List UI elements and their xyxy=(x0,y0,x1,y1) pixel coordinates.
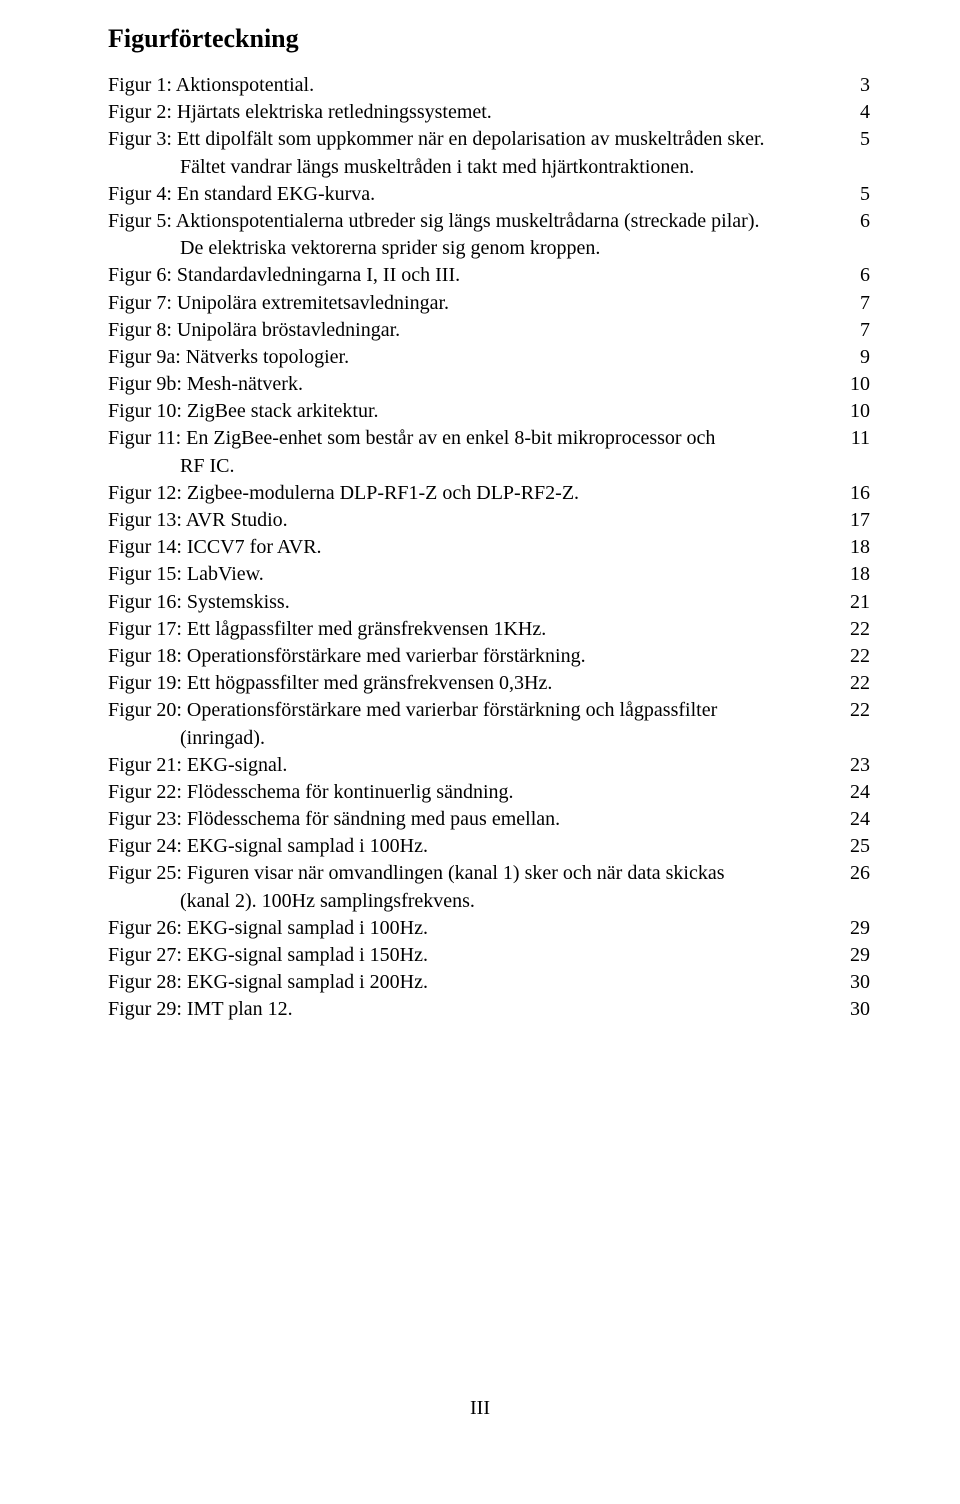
figure-entry: Figur 2: Hjärtats elektriska retlednings… xyxy=(108,99,870,126)
figure-label: Figur 25: Figuren visar när omvandlingen… xyxy=(108,860,840,914)
figure-entry: Figur 29: IMT plan 12.30 xyxy=(108,996,870,1023)
figure-label: Figur 23: Flödesschema för sändning med … xyxy=(108,806,840,833)
figure-page: 17 xyxy=(840,507,870,534)
figure-page: 29 xyxy=(840,942,870,969)
figure-entry: Figur 20: Operationsförstärkare med vari… xyxy=(108,697,870,751)
figure-label: Figur 24: EKG-signal samplad i 100Hz. xyxy=(108,833,840,860)
figure-label: Figur 9a: Nätverks topologier. xyxy=(108,344,840,371)
figure-entry: Figur 7: Unipolära extremitetsavledninga… xyxy=(108,290,870,317)
figure-label: Figur 14: ICCV7 for AVR. xyxy=(108,534,840,561)
figure-label: Figur 7: Unipolära extremitetsavledninga… xyxy=(108,290,840,317)
figure-label: Figur 16: Systemskiss. xyxy=(108,589,840,616)
figure-page: 24 xyxy=(840,806,870,833)
figure-page: 6 xyxy=(840,208,870,235)
figure-label: Figur 9b: Mesh-nätverk. xyxy=(108,371,840,398)
figure-list: Figur 1: Aktionspotential.3Figur 2: Hjär… xyxy=(108,72,870,1024)
figure-label: Figur 27: EKG-signal samplad i 150Hz. xyxy=(108,942,840,969)
figure-page: 10 xyxy=(840,371,870,398)
figure-label: Figur 19: Ett högpassfilter med gränsfre… xyxy=(108,670,840,697)
figure-entry: Figur 10: ZigBee stack arkitektur.10 xyxy=(108,398,870,425)
figure-label: Figur 4: En standard EKG-kurva. xyxy=(108,181,840,208)
figure-page: 30 xyxy=(840,996,870,1023)
figure-page: 10 xyxy=(840,398,870,425)
figure-page: 18 xyxy=(840,534,870,561)
figure-entry: Figur 25: Figuren visar när omvandlingen… xyxy=(108,860,870,914)
figure-page: 22 xyxy=(840,643,870,670)
figure-entry: Figur 26: EKG-signal samplad i 100Hz.29 xyxy=(108,915,870,942)
figure-page: 29 xyxy=(840,915,870,942)
figure-label: Figur 10: ZigBee stack arkitektur. xyxy=(108,398,840,425)
figure-page: 21 xyxy=(840,589,870,616)
figure-label: Figur 5: Aktionspotentialerna utbreder s… xyxy=(108,208,840,262)
figure-page: 5 xyxy=(840,181,870,208)
figure-label: Figur 18: Operationsförstärkare med vari… xyxy=(108,643,840,670)
figure-label: Figur 12: Zigbee-modulerna DLP-RF1-Z och… xyxy=(108,480,840,507)
figure-label: Figur 28: EKG-signal samplad i 200Hz. xyxy=(108,969,840,996)
figure-entry: Figur 5: Aktionspotentialerna utbreder s… xyxy=(108,208,870,262)
figure-entry: Figur 9b: Mesh-nätverk.10 xyxy=(108,371,870,398)
figure-label: Figur 11: En ZigBee-enhet som består av … xyxy=(108,425,840,479)
figure-label: Figur 2: Hjärtats elektriska retlednings… xyxy=(108,99,840,126)
figure-label: Figur 17: Ett lågpassfilter med gränsfre… xyxy=(108,616,840,643)
figure-label-continuation: De elektriska vektorerna sprider sig gen… xyxy=(108,235,820,262)
figure-label: Figur 26: EKG-signal samplad i 100Hz. xyxy=(108,915,840,942)
figure-label-continuation: Fältet vandrar längs muskeltråden i takt… xyxy=(108,154,820,181)
figure-entry: Figur 22: Flödesschema för kontinuerlig … xyxy=(108,779,870,806)
figure-label-continuation: (kanal 2). 100Hz samplingsfrekvens. xyxy=(108,888,820,915)
figure-page: 25 xyxy=(840,833,870,860)
figure-page: 16 xyxy=(840,480,870,507)
figure-label: Figur 21: EKG-signal. xyxy=(108,752,840,779)
figure-page: 11 xyxy=(840,425,870,452)
figure-page: 26 xyxy=(840,860,870,887)
figure-entry: Figur 9a: Nätverks topologier.9 xyxy=(108,344,870,371)
page-title: Figurförteckning xyxy=(108,24,870,54)
figure-label: Figur 6: Standardavledningarna I, II och… xyxy=(108,262,840,289)
figure-entry: Figur 15: LabView.18 xyxy=(108,561,870,588)
figure-label: Figur 8: Unipolära bröstavledningar. xyxy=(108,317,840,344)
figure-entry: Figur 17: Ett lågpassfilter med gränsfre… xyxy=(108,616,870,643)
figure-entry: Figur 11: En ZigBee-enhet som består av … xyxy=(108,425,870,479)
figure-page: 18 xyxy=(840,561,870,588)
figure-entry: Figur 14: ICCV7 for AVR.18 xyxy=(108,534,870,561)
figure-page: 3 xyxy=(840,72,870,99)
figure-entry: Figur 19: Ett högpassfilter med gränsfre… xyxy=(108,670,870,697)
page-number-footer: III xyxy=(0,1397,960,1420)
figure-page: 22 xyxy=(840,670,870,697)
figure-entry: Figur 13: AVR Studio.17 xyxy=(108,507,870,534)
figure-entry: Figur 23: Flödesschema för sändning med … xyxy=(108,806,870,833)
figure-page: 23 xyxy=(840,752,870,779)
figure-page: 24 xyxy=(840,779,870,806)
figure-label-continuation: (inringad). xyxy=(108,725,820,752)
figure-label: Figur 3: Ett dipolfält som uppkommer när… xyxy=(108,126,840,180)
figure-entry: Figur 12: Zigbee-modulerna DLP-RF1-Z och… xyxy=(108,480,870,507)
figure-page: 22 xyxy=(840,697,870,724)
figure-page: 7 xyxy=(840,290,870,317)
figure-entry: Figur 28: EKG-signal samplad i 200Hz.30 xyxy=(108,969,870,996)
figure-page: 9 xyxy=(840,344,870,371)
figure-entry: Figur 16: Systemskiss.21 xyxy=(108,589,870,616)
figure-entry: Figur 3: Ett dipolfält som uppkommer när… xyxy=(108,126,870,180)
figure-page: 5 xyxy=(840,126,870,153)
figure-page: 22 xyxy=(840,616,870,643)
figure-entry: Figur 24: EKG-signal samplad i 100Hz.25 xyxy=(108,833,870,860)
figure-label: Figur 22: Flödesschema för kontinuerlig … xyxy=(108,779,840,806)
figure-entry: Figur 27: EKG-signal samplad i 150Hz.29 xyxy=(108,942,870,969)
figure-label: Figur 20: Operationsförstärkare med vari… xyxy=(108,697,840,751)
figure-page: 4 xyxy=(840,99,870,126)
figure-entry: Figur 21: EKG-signal.23 xyxy=(108,752,870,779)
figure-label-continuation: RF IC. xyxy=(108,453,820,480)
figure-entry: Figur 8: Unipolära bröstavledningar.7 xyxy=(108,317,870,344)
figure-label: Figur 29: IMT plan 12. xyxy=(108,996,840,1023)
figure-page: 7 xyxy=(840,317,870,344)
figure-entry: Figur 4: En standard EKG-kurva.5 xyxy=(108,181,870,208)
figure-page: 6 xyxy=(840,262,870,289)
figure-label: Figur 15: LabView. xyxy=(108,561,840,588)
figure-entry: Figur 1: Aktionspotential.3 xyxy=(108,72,870,99)
figure-label: Figur 1: Aktionspotential. xyxy=(108,72,840,99)
figure-entry: Figur 6: Standardavledningarna I, II och… xyxy=(108,262,870,289)
figure-page: 30 xyxy=(840,969,870,996)
figure-label: Figur 13: AVR Studio. xyxy=(108,507,840,534)
figure-entry: Figur 18: Operationsförstärkare med vari… xyxy=(108,643,870,670)
